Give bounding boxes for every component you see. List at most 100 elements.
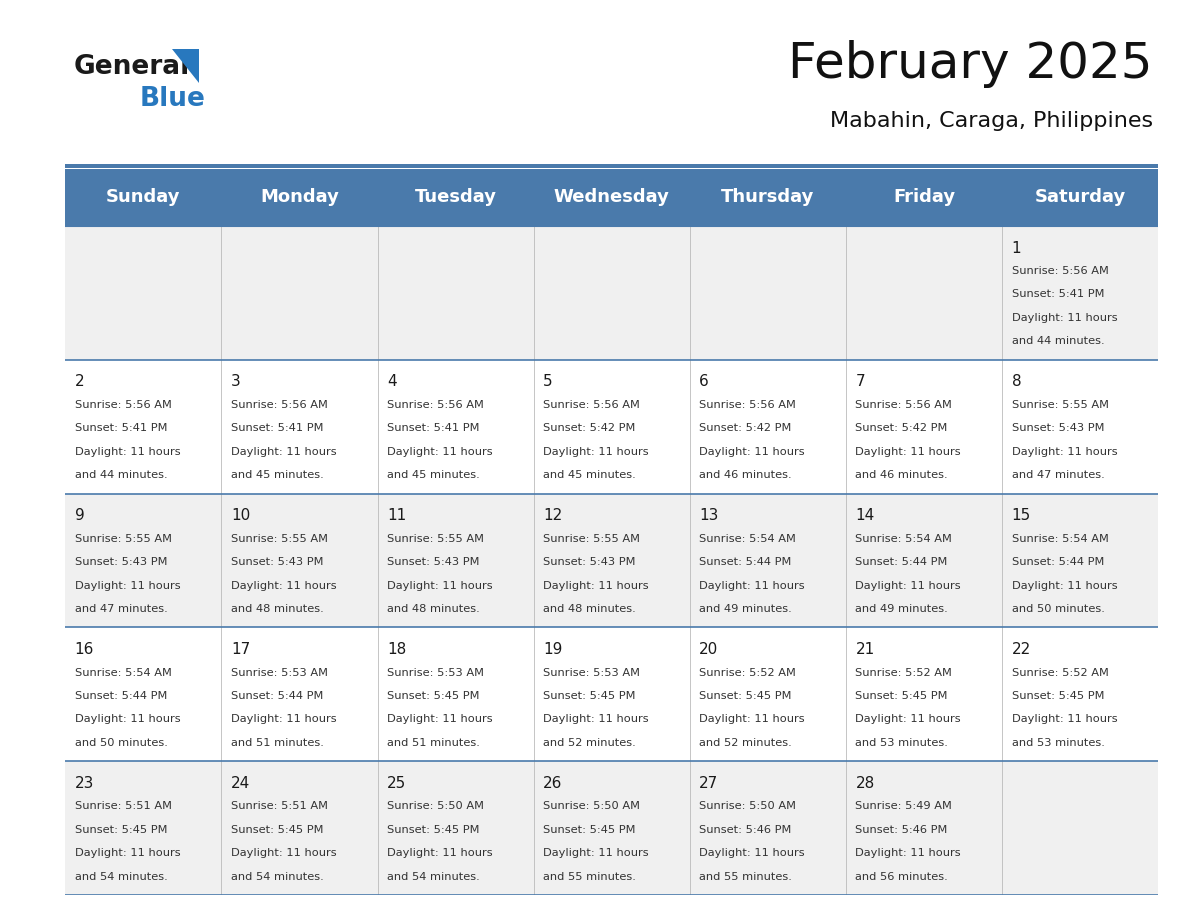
Text: Daylight: 11 hours: Daylight: 11 hours [1011,714,1117,724]
Text: Sunset: 5:41 PM: Sunset: 5:41 PM [387,423,480,433]
Text: Sunrise: 5:54 AM: Sunrise: 5:54 AM [855,533,953,543]
Text: Sunrise: 5:55 AM: Sunrise: 5:55 AM [1011,400,1108,409]
Text: and 54 minutes.: and 54 minutes. [387,871,480,881]
Text: 11: 11 [387,509,406,523]
Text: 6: 6 [700,375,709,389]
Bar [65,360,221,494]
Text: 10: 10 [230,509,251,523]
Text: 28: 28 [855,776,874,791]
Bar [690,761,846,895]
Bar [846,494,1003,627]
Text: Sunset: 5:43 PM: Sunset: 5:43 PM [1011,423,1104,433]
Text: and 46 minutes.: and 46 minutes. [700,470,792,480]
Text: and 46 minutes.: and 46 minutes. [855,470,948,480]
Text: Sunset: 5:45 PM: Sunset: 5:45 PM [387,824,480,834]
Text: Daylight: 11 hours: Daylight: 11 hours [387,580,493,590]
Bar [378,360,533,494]
Text: 14: 14 [855,509,874,523]
Bar [378,627,533,761]
Text: Sunset: 5:43 PM: Sunset: 5:43 PM [543,557,636,567]
Bar [1003,360,1158,494]
Text: and 50 minutes.: and 50 minutes. [1011,604,1105,614]
Text: Sunset: 5:45 PM: Sunset: 5:45 PM [387,691,480,701]
Text: Daylight: 11 hours: Daylight: 11 hours [700,714,805,724]
Text: Blue: Blue [140,85,206,112]
Text: Sunrise: 5:55 AM: Sunrise: 5:55 AM [387,533,484,543]
Text: Sunrise: 5:53 AM: Sunrise: 5:53 AM [387,667,484,677]
Polygon shape [172,49,198,83]
Text: 1: 1 [1011,241,1022,255]
Text: 27: 27 [700,776,719,791]
Text: 19: 19 [543,642,562,657]
Bar [1003,761,1158,895]
Text: Sunrise: 5:55 AM: Sunrise: 5:55 AM [75,533,172,543]
Bar [533,761,690,895]
Text: Sunrise: 5:50 AM: Sunrise: 5:50 AM [387,801,484,812]
Text: and 47 minutes.: and 47 minutes. [1011,470,1105,480]
Text: Sunset: 5:45 PM: Sunset: 5:45 PM [543,691,636,701]
Text: Sunrise: 5:56 AM: Sunrise: 5:56 AM [387,400,484,409]
Text: Sunrise: 5:51 AM: Sunrise: 5:51 AM [75,801,172,812]
Bar [846,226,1003,360]
Text: Sunset: 5:43 PM: Sunset: 5:43 PM [230,557,323,567]
Text: Sunset: 5:43 PM: Sunset: 5:43 PM [75,557,168,567]
Text: Sunrise: 5:51 AM: Sunrise: 5:51 AM [230,801,328,812]
Text: Wednesday: Wednesday [554,188,670,207]
Text: 5: 5 [543,375,552,389]
Bar [533,494,690,627]
Bar [533,360,690,494]
Text: Sunrise: 5:56 AM: Sunrise: 5:56 AM [700,400,796,409]
Text: Daylight: 11 hours: Daylight: 11 hours [75,848,181,858]
Text: 16: 16 [75,642,94,657]
Text: Daylight: 11 hours: Daylight: 11 hours [543,447,649,456]
Text: and 56 minutes.: and 56 minutes. [855,871,948,881]
Text: Sunrise: 5:56 AM: Sunrise: 5:56 AM [543,400,640,409]
Text: 4: 4 [387,375,397,389]
Text: Daylight: 11 hours: Daylight: 11 hours [387,848,493,858]
Bar [846,360,1003,494]
Text: Sunrise: 5:55 AM: Sunrise: 5:55 AM [543,533,640,543]
Text: Sunrise: 5:55 AM: Sunrise: 5:55 AM [230,533,328,543]
Text: Sunrise: 5:54 AM: Sunrise: 5:54 AM [75,667,171,677]
Text: Daylight: 11 hours: Daylight: 11 hours [230,580,336,590]
Bar [221,226,378,360]
Bar [1003,494,1158,627]
Text: Sunset: 5:42 PM: Sunset: 5:42 PM [855,423,948,433]
Text: Daylight: 11 hours: Daylight: 11 hours [387,447,493,456]
Text: Daylight: 11 hours: Daylight: 11 hours [543,848,649,858]
Bar [221,494,378,627]
Bar [690,226,846,360]
Text: Sunset: 5:45 PM: Sunset: 5:45 PM [543,824,636,834]
Text: Sunrise: 5:53 AM: Sunrise: 5:53 AM [230,667,328,677]
Text: Monday: Monday [260,188,339,207]
Text: Sunrise: 5:56 AM: Sunrise: 5:56 AM [75,400,171,409]
Text: Sunset: 5:46 PM: Sunset: 5:46 PM [855,824,948,834]
Text: Tuesday: Tuesday [415,188,497,207]
Text: Daylight: 11 hours: Daylight: 11 hours [230,447,336,456]
Text: Daylight: 11 hours: Daylight: 11 hours [75,714,181,724]
Text: and 49 minutes.: and 49 minutes. [700,604,792,614]
Text: and 54 minutes.: and 54 minutes. [230,871,323,881]
Bar [221,627,378,761]
Text: Daylight: 11 hours: Daylight: 11 hours [700,447,805,456]
Text: Sunset: 5:42 PM: Sunset: 5:42 PM [700,423,791,433]
Text: Daylight: 11 hours: Daylight: 11 hours [387,714,493,724]
Text: Sunrise: 5:53 AM: Sunrise: 5:53 AM [543,667,640,677]
Bar [690,360,846,494]
Text: Sunset: 5:45 PM: Sunset: 5:45 PM [75,824,168,834]
Text: Friday: Friday [893,188,955,207]
Text: and 54 minutes.: and 54 minutes. [75,871,168,881]
Bar [533,627,690,761]
Text: Daylight: 11 hours: Daylight: 11 hours [855,714,961,724]
Bar [846,761,1003,895]
Text: Sunrise: 5:50 AM: Sunrise: 5:50 AM [700,801,796,812]
Text: 21: 21 [855,642,874,657]
Bar [221,761,378,895]
Text: Sunrise: 5:54 AM: Sunrise: 5:54 AM [1011,533,1108,543]
Bar [690,627,846,761]
Bar [846,627,1003,761]
Text: Daylight: 11 hours: Daylight: 11 hours [700,848,805,858]
Text: Sunset: 5:45 PM: Sunset: 5:45 PM [230,824,323,834]
Text: Sunset: 5:45 PM: Sunset: 5:45 PM [700,691,791,701]
Text: and 45 minutes.: and 45 minutes. [387,470,480,480]
